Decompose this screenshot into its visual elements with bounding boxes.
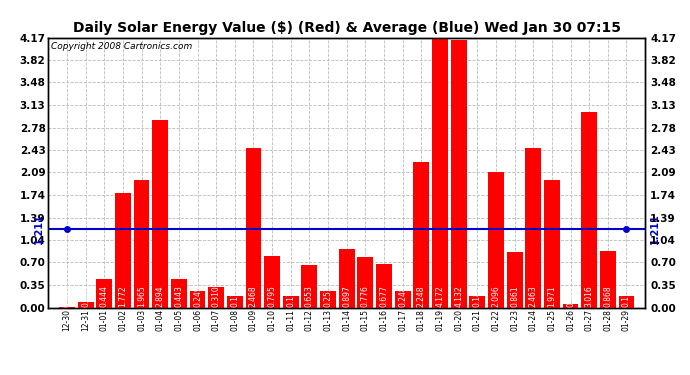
Bar (78, 303, 94, 307)
Bar (246, 148, 262, 308)
Text: 2.468: 2.468 (249, 285, 258, 307)
Bar (357, 257, 373, 307)
Text: 0.253: 0.253 (324, 285, 333, 307)
Text: Copyright 2008 Cartronics.com: Copyright 2008 Cartronics.com (51, 42, 193, 51)
Text: 0.897: 0.897 (342, 285, 351, 307)
Text: 1.965: 1.965 (137, 285, 146, 307)
Text: 0.078: 0.078 (81, 285, 90, 307)
Text: 0.795: 0.795 (268, 285, 277, 307)
Text: 0.060: 0.060 (566, 285, 575, 307)
Text: 0.776: 0.776 (361, 285, 370, 307)
Bar (190, 291, 206, 308)
Text: 0.443: 0.443 (175, 285, 184, 307)
Text: 0.868: 0.868 (603, 285, 612, 307)
Text: 2.096: 2.096 (491, 285, 500, 307)
Text: 0.249: 0.249 (193, 285, 202, 307)
Text: 1.211: 1.211 (649, 214, 660, 244)
Bar (227, 296, 243, 307)
Bar (618, 296, 634, 307)
Text: 0.171: 0.171 (230, 285, 239, 307)
Text: 0.444: 0.444 (100, 285, 109, 307)
Bar (208, 287, 224, 308)
Bar (115, 193, 131, 308)
Text: 3.016: 3.016 (584, 285, 593, 307)
Bar (152, 120, 168, 308)
Text: 2.463: 2.463 (529, 285, 538, 307)
Text: 0.653: 0.653 (305, 285, 314, 307)
Text: 0.310: 0.310 (212, 285, 221, 307)
Text: 0.171: 0.171 (622, 285, 631, 307)
Text: 4.132: 4.132 (454, 285, 463, 307)
Bar (432, 38, 448, 308)
Bar (581, 112, 597, 308)
Bar (339, 249, 355, 308)
Text: 2.894: 2.894 (156, 285, 165, 307)
Bar (264, 256, 280, 307)
Bar (171, 279, 187, 308)
Bar (562, 304, 578, 307)
Bar (506, 252, 522, 308)
Bar (469, 296, 485, 307)
Bar (134, 180, 150, 308)
Bar (283, 296, 299, 307)
Text: 0.677: 0.677 (380, 285, 388, 307)
Text: 0.248: 0.248 (398, 285, 407, 307)
Bar (525, 148, 541, 308)
Bar (320, 291, 336, 308)
Text: 1.211: 1.211 (34, 214, 44, 244)
Bar (544, 180, 560, 308)
Title: Daily Solar Energy Value ($) (Red) & Average (Blue) Wed Jan 30 07:15: Daily Solar Energy Value ($) (Red) & Ave… (72, 21, 621, 35)
Text: 1.772: 1.772 (119, 285, 128, 307)
Text: 2.248: 2.248 (417, 285, 426, 307)
Text: 0.861: 0.861 (510, 285, 519, 307)
Bar (600, 251, 615, 308)
Bar (395, 291, 411, 308)
Bar (488, 172, 504, 308)
Bar (451, 40, 466, 308)
Text: 0.003: 0.003 (63, 285, 72, 307)
Bar (413, 162, 429, 308)
Text: 0.182: 0.182 (473, 285, 482, 307)
Text: 4.172: 4.172 (435, 285, 444, 307)
Text: 0.179: 0.179 (286, 285, 295, 307)
Bar (376, 264, 392, 308)
Bar (302, 265, 317, 308)
Bar (97, 279, 112, 308)
Text: 1.971: 1.971 (547, 285, 556, 307)
